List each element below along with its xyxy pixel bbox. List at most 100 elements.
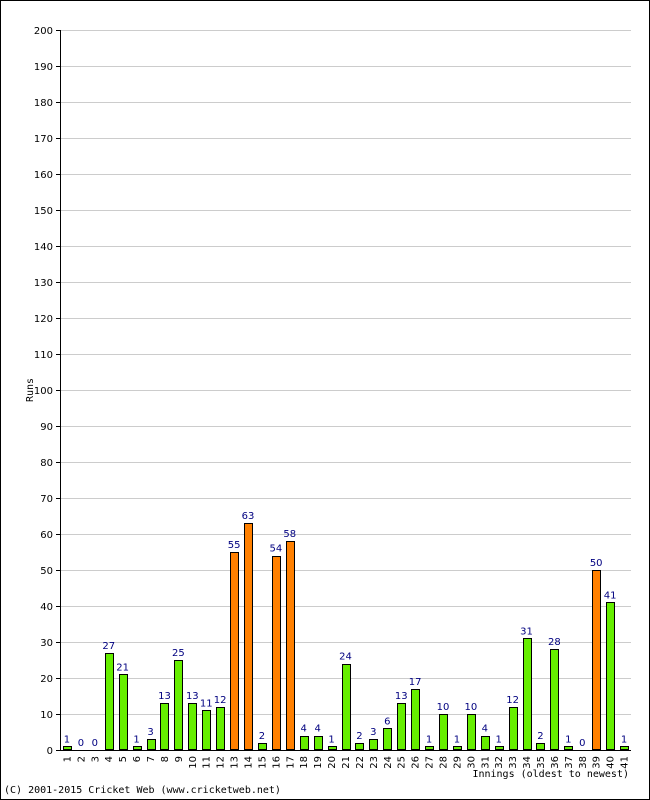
bar (411, 689, 420, 750)
y-tick-label: 190 (34, 62, 53, 73)
y-tick-label: 70 (40, 494, 53, 505)
bar (188, 703, 197, 750)
x-tick-label: 2 (76, 756, 87, 762)
bar (425, 746, 434, 750)
x-tick-label: 24 (383, 756, 394, 769)
y-tick-label: 160 (34, 170, 53, 181)
bar (550, 649, 559, 750)
y-tick-label: 120 (34, 314, 53, 325)
y-tick-label: 110 (34, 350, 53, 361)
data-label: 63 (242, 511, 255, 522)
data-label: 4 (482, 724, 488, 735)
x-tick-label: 20 (327, 756, 338, 769)
x-tick-label: 22 (355, 756, 366, 769)
bar (606, 602, 615, 750)
y-tick-label: 80 (40, 458, 53, 469)
y-axis-title: Runs (25, 378, 36, 402)
bar (174, 660, 183, 750)
y-tick-label: 130 (34, 278, 53, 289)
x-tick-label: 40 (606, 756, 617, 769)
y-tick-label: 40 (40, 602, 53, 613)
bar (300, 736, 309, 750)
y-tick-label: 100 (34, 386, 53, 397)
data-label: 2 (537, 731, 543, 742)
x-tick-label: 36 (550, 756, 561, 769)
y-tick-label: 10 (40, 710, 53, 721)
data-label: 3 (147, 727, 153, 738)
x-tick-label: 23 (369, 756, 380, 769)
x-tick-label: 16 (271, 756, 282, 769)
x-tick-label: 39 (592, 756, 603, 769)
data-label: 3 (370, 727, 376, 738)
data-label: 17 (409, 677, 422, 688)
data-label: 28 (548, 637, 561, 648)
x-tick-label: 17 (285, 756, 296, 769)
x-tick-label: 35 (536, 756, 547, 769)
bar (230, 552, 239, 750)
x-tick-label: 21 (341, 756, 352, 769)
data-label: 13 (395, 691, 408, 702)
data-label: 1 (64, 734, 70, 745)
bar (592, 570, 601, 750)
copyright-footer: (C) 2001-2015 Cricket Web (www.cricketwe… (4, 785, 281, 796)
x-axis-title: Innings (oldest to newest) (472, 769, 629, 780)
data-label: 13 (186, 691, 199, 702)
x-tick-label: 32 (494, 756, 505, 769)
y-tick-label: 50 (40, 566, 53, 577)
x-tick-label: 7 (146, 756, 157, 762)
data-label: 1 (565, 734, 571, 745)
bar (397, 703, 406, 750)
bar (314, 736, 323, 750)
y-tick-label: 200 (34, 26, 53, 37)
x-tick-label: 37 (564, 756, 575, 769)
x-tick-label: 1 (62, 756, 73, 762)
x-tick-label: 11 (202, 756, 213, 769)
data-label: 58 (283, 529, 296, 540)
bar (383, 728, 392, 750)
y-tick-label: 150 (34, 206, 53, 217)
y-tick-label: 60 (40, 530, 53, 541)
data-label: 12 (214, 695, 227, 706)
x-tick-label: 8 (160, 756, 171, 762)
y-tick-label: 180 (34, 98, 53, 109)
data-label: 0 (579, 738, 585, 749)
x-tick-label: 12 (216, 756, 227, 769)
x-tick-label: 28 (438, 756, 449, 769)
data-label: 21 (116, 662, 129, 673)
data-label: 13 (158, 691, 171, 702)
x-tick-label: 34 (522, 756, 533, 769)
data-label: 2 (356, 731, 362, 742)
bar (467, 714, 476, 750)
bar (272, 556, 281, 750)
bar (536, 743, 545, 750)
data-label: 55 (228, 540, 241, 551)
x-tick-label: 33 (508, 756, 519, 769)
x-tick-labels: 1 2 3 4 5 6 7 8 9 10 11 12 13 14 15 16 17 18 19 20 21 22 23 24 2… (62, 756, 630, 769)
bar (258, 743, 267, 750)
bar (63, 746, 72, 750)
x-tick-label: 3 (90, 756, 101, 762)
y-tick-label: 170 (34, 134, 53, 145)
data-label: 1 (328, 734, 334, 745)
data-label: 31 (520, 626, 533, 637)
bar (523, 638, 532, 750)
bar (509, 707, 518, 750)
bar (342, 664, 351, 750)
data-label: 1 (426, 734, 432, 745)
bar (495, 746, 504, 750)
data-label: 12 (506, 695, 519, 706)
data-label: 41 (604, 590, 617, 601)
bar (439, 714, 448, 750)
data-label: 4 (314, 724, 320, 735)
data-label: 10 (437, 702, 450, 713)
x-tick-label: 27 (425, 756, 436, 769)
y-tick-label: 140 (34, 242, 53, 253)
data-label: 50 (590, 558, 603, 569)
data-label: 0 (92, 738, 98, 749)
x-tick-label: 38 (578, 756, 589, 769)
y-tick-label: 90 (40, 422, 53, 433)
data-label: 27 (102, 641, 115, 652)
bar (564, 746, 573, 750)
bar (119, 674, 128, 750)
x-tick-label: 26 (411, 756, 422, 769)
